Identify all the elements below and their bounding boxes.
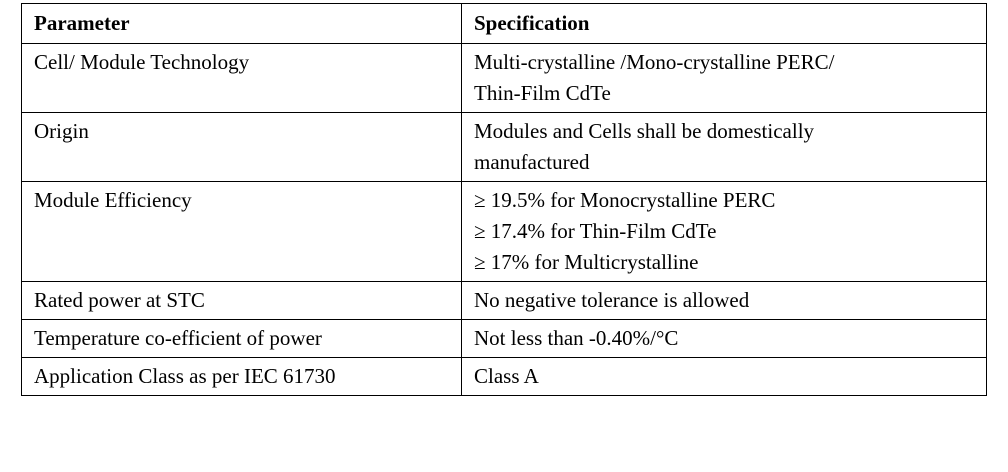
- table-header-row: Parameter Specification: [21, 3, 987, 44]
- parameter-cell: Rated power at STC: [21, 281, 462, 320]
- parameter-cell: Application Class as per IEC 61730: [21, 357, 462, 396]
- specification-line: Modules and Cells shall be domestically: [474, 119, 815, 143]
- specification-line: manufactured: [474, 150, 590, 174]
- header-specification: Specification: [461, 3, 987, 44]
- specification-line: Multi-crystalline /Mono-crystalline PERC…: [474, 50, 835, 74]
- specification-line: ≥ 17% for Multicrystalline: [474, 250, 699, 274]
- specification-line: Not less than -0.40%/°C: [474, 326, 679, 350]
- header-parameter: Parameter: [21, 3, 462, 44]
- table-row: Temperature co-efficient of power Not le…: [21, 319, 987, 358]
- table-row: Cell/ Module Technology Multi-crystallin…: [21, 43, 987, 113]
- specification-line: ≥ 19.5% for Monocrystalline PERC: [474, 188, 776, 212]
- specification-line: No negative tolerance is allowed: [474, 288, 750, 312]
- parameter-cell: Module Efficiency: [21, 181, 462, 282]
- specification-cell: Class A: [461, 357, 987, 396]
- specification-cell: Not less than -0.40%/°C: [461, 319, 987, 358]
- table-row: Module Efficiency ≥ 19.5% for Monocrysta…: [21, 181, 987, 282]
- specification-cell: Multi-crystalline /Mono-crystalline PERC…: [461, 43, 987, 113]
- specification-line: ≥ 17.4% for Thin-Film CdTe: [474, 219, 717, 243]
- specification-line: Class A: [474, 364, 539, 388]
- parameter-cell: Cell/ Module Technology: [21, 43, 462, 113]
- parameter-cell: Origin: [21, 112, 462, 182]
- specification-line: Thin-Film CdTe: [474, 81, 611, 105]
- table-row: Rated power at STC No negative tolerance…: [21, 281, 987, 320]
- table-row: Origin Modules and Cells shall be domest…: [21, 112, 987, 182]
- table-row: Application Class as per IEC 61730 Class…: [21, 357, 987, 396]
- specification-cell: ≥ 19.5% for Monocrystalline PERC ≥ 17.4%…: [461, 181, 987, 282]
- specification-cell: Modules and Cells shall be domestically …: [461, 112, 987, 182]
- specification-cell: No negative tolerance is allowed: [461, 281, 987, 320]
- specification-table: Parameter Specification Cell/ Module Tec…: [21, 3, 987, 396]
- parameter-cell: Temperature co-efficient of power: [21, 319, 462, 358]
